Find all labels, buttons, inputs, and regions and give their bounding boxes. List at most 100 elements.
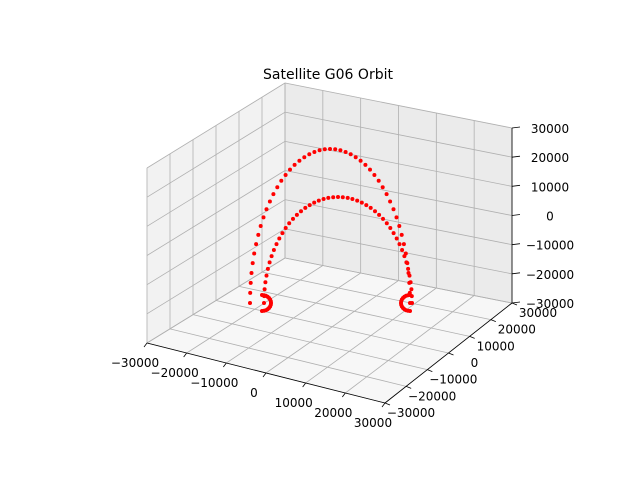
x-tick-mark bbox=[302, 382, 306, 388]
tick-labels: −30000−30000−30000−20000−20000−20000−100… bbox=[111, 122, 574, 430]
y-tick-mark bbox=[406, 385, 412, 389]
z-tick-label: 0 bbox=[546, 210, 554, 224]
orbit-point bbox=[391, 207, 396, 212]
grid-line bbox=[284, 82, 513, 129]
orbit-point bbox=[409, 287, 414, 292]
orbit-point bbox=[264, 207, 269, 212]
orbit-point bbox=[321, 197, 326, 201]
x-tick-mark bbox=[223, 362, 227, 368]
orbit-point bbox=[343, 150, 348, 154]
orbit-points bbox=[248, 147, 414, 313]
orbit-point bbox=[380, 185, 385, 190]
y-tick-mark bbox=[384, 402, 391, 406]
y-tick-mark bbox=[511, 302, 518, 306]
x-tick-label: 30000 bbox=[354, 416, 392, 430]
orbit-point bbox=[384, 192, 389, 197]
x-tick-mark bbox=[183, 352, 187, 358]
grid-line bbox=[261, 271, 491, 321]
z-tick-mark bbox=[511, 214, 521, 216]
orbit-point bbox=[333, 147, 338, 152]
z-tick-label: 30000 bbox=[531, 122, 569, 136]
y-tick-label: −30000 bbox=[387, 406, 435, 420]
orbit-point bbox=[331, 195, 336, 200]
z-tick-mark bbox=[511, 126, 521, 129]
grid-line bbox=[284, 257, 513, 304]
orbit-point bbox=[254, 242, 259, 247]
orbit-point bbox=[248, 280, 253, 285]
y-tick-label: −10000 bbox=[429, 373, 477, 387]
y-tick-mark bbox=[427, 369, 433, 373]
orbit-point bbox=[408, 280, 413, 285]
orbit-point bbox=[373, 209, 377, 214]
grid-line bbox=[146, 111, 286, 198]
orbit-point bbox=[292, 162, 297, 167]
grid-line bbox=[146, 82, 286, 169]
orbit-point bbox=[307, 152, 312, 157]
y-tick-label: 10000 bbox=[477, 339, 515, 353]
z-tick-label: −20000 bbox=[526, 268, 574, 282]
orbit-point bbox=[376, 178, 381, 183]
x-tick-label: −10000 bbox=[190, 376, 238, 390]
x-tick-mark bbox=[342, 392, 346, 398]
x-tick-label: −30000 bbox=[111, 356, 159, 370]
z-tick-mark bbox=[511, 301, 521, 304]
orbit-point bbox=[355, 198, 360, 203]
orbit-point bbox=[388, 199, 393, 204]
x-tick-label: 0 bbox=[250, 386, 258, 400]
orbit-point bbox=[336, 195, 340, 199]
orbit-point bbox=[279, 178, 284, 183]
y-tick-label: 30000 bbox=[519, 306, 557, 320]
orbit-point bbox=[264, 273, 269, 278]
orbit-point bbox=[294, 212, 299, 217]
grid-lines bbox=[146, 82, 513, 404]
orbit-point bbox=[275, 185, 280, 190]
orbit-point bbox=[368, 205, 373, 210]
orbit-point bbox=[328, 147, 332, 151]
orbit-point bbox=[408, 309, 412, 313]
y-tick-label: −20000 bbox=[408, 389, 456, 403]
orbit-point bbox=[250, 261, 255, 266]
orbit-point bbox=[256, 232, 261, 237]
orbit-point bbox=[258, 224, 263, 228]
orbit-point bbox=[348, 152, 353, 157]
orbit-point bbox=[283, 173, 288, 177]
orbit-point bbox=[252, 251, 257, 256]
orbit-point bbox=[397, 224, 402, 228]
x-tick-label: 20000 bbox=[314, 406, 352, 420]
orbit-point bbox=[297, 158, 302, 163]
z-tick-mark bbox=[511, 272, 521, 275]
orbit-point bbox=[269, 254, 274, 259]
orbit-point bbox=[261, 215, 266, 220]
y-tick-label: 0 bbox=[471, 356, 479, 370]
z-tick-mark bbox=[511, 184, 521, 187]
orbit-point bbox=[322, 147, 327, 152]
orbit-point bbox=[402, 254, 407, 259]
z-tick-label: 20000 bbox=[531, 151, 569, 165]
x-tick-label: 10000 bbox=[275, 396, 313, 410]
orbit-point bbox=[359, 200, 364, 205]
orbit-point bbox=[358, 158, 363, 163]
orbit-point bbox=[401, 242, 406, 247]
orbit-point bbox=[377, 212, 382, 217]
y-tick-mark bbox=[448, 352, 454, 356]
z-tick-label: −30000 bbox=[526, 297, 574, 311]
orbit-point bbox=[363, 162, 368, 167]
z-tick-mark bbox=[511, 155, 521, 158]
orbit-point bbox=[368, 167, 372, 172]
orbit-point bbox=[381, 216, 385, 221]
z-tick-label: −10000 bbox=[526, 239, 574, 253]
orbit-point bbox=[267, 260, 272, 265]
orbit-point bbox=[248, 301, 252, 305]
grid-line bbox=[284, 111, 513, 158]
orbit-point bbox=[302, 155, 307, 160]
orbit-point bbox=[404, 260, 409, 265]
orbit-point bbox=[364, 203, 369, 208]
x-tick-mark bbox=[381, 402, 386, 408]
chart-title: Satellite G06 Orbit bbox=[263, 67, 393, 83]
orbit-point bbox=[248, 290, 253, 295]
orbit-point bbox=[287, 221, 292, 226]
x-tick-label: −20000 bbox=[151, 366, 199, 380]
orbit-point bbox=[394, 236, 399, 241]
orbit-point bbox=[407, 273, 412, 278]
